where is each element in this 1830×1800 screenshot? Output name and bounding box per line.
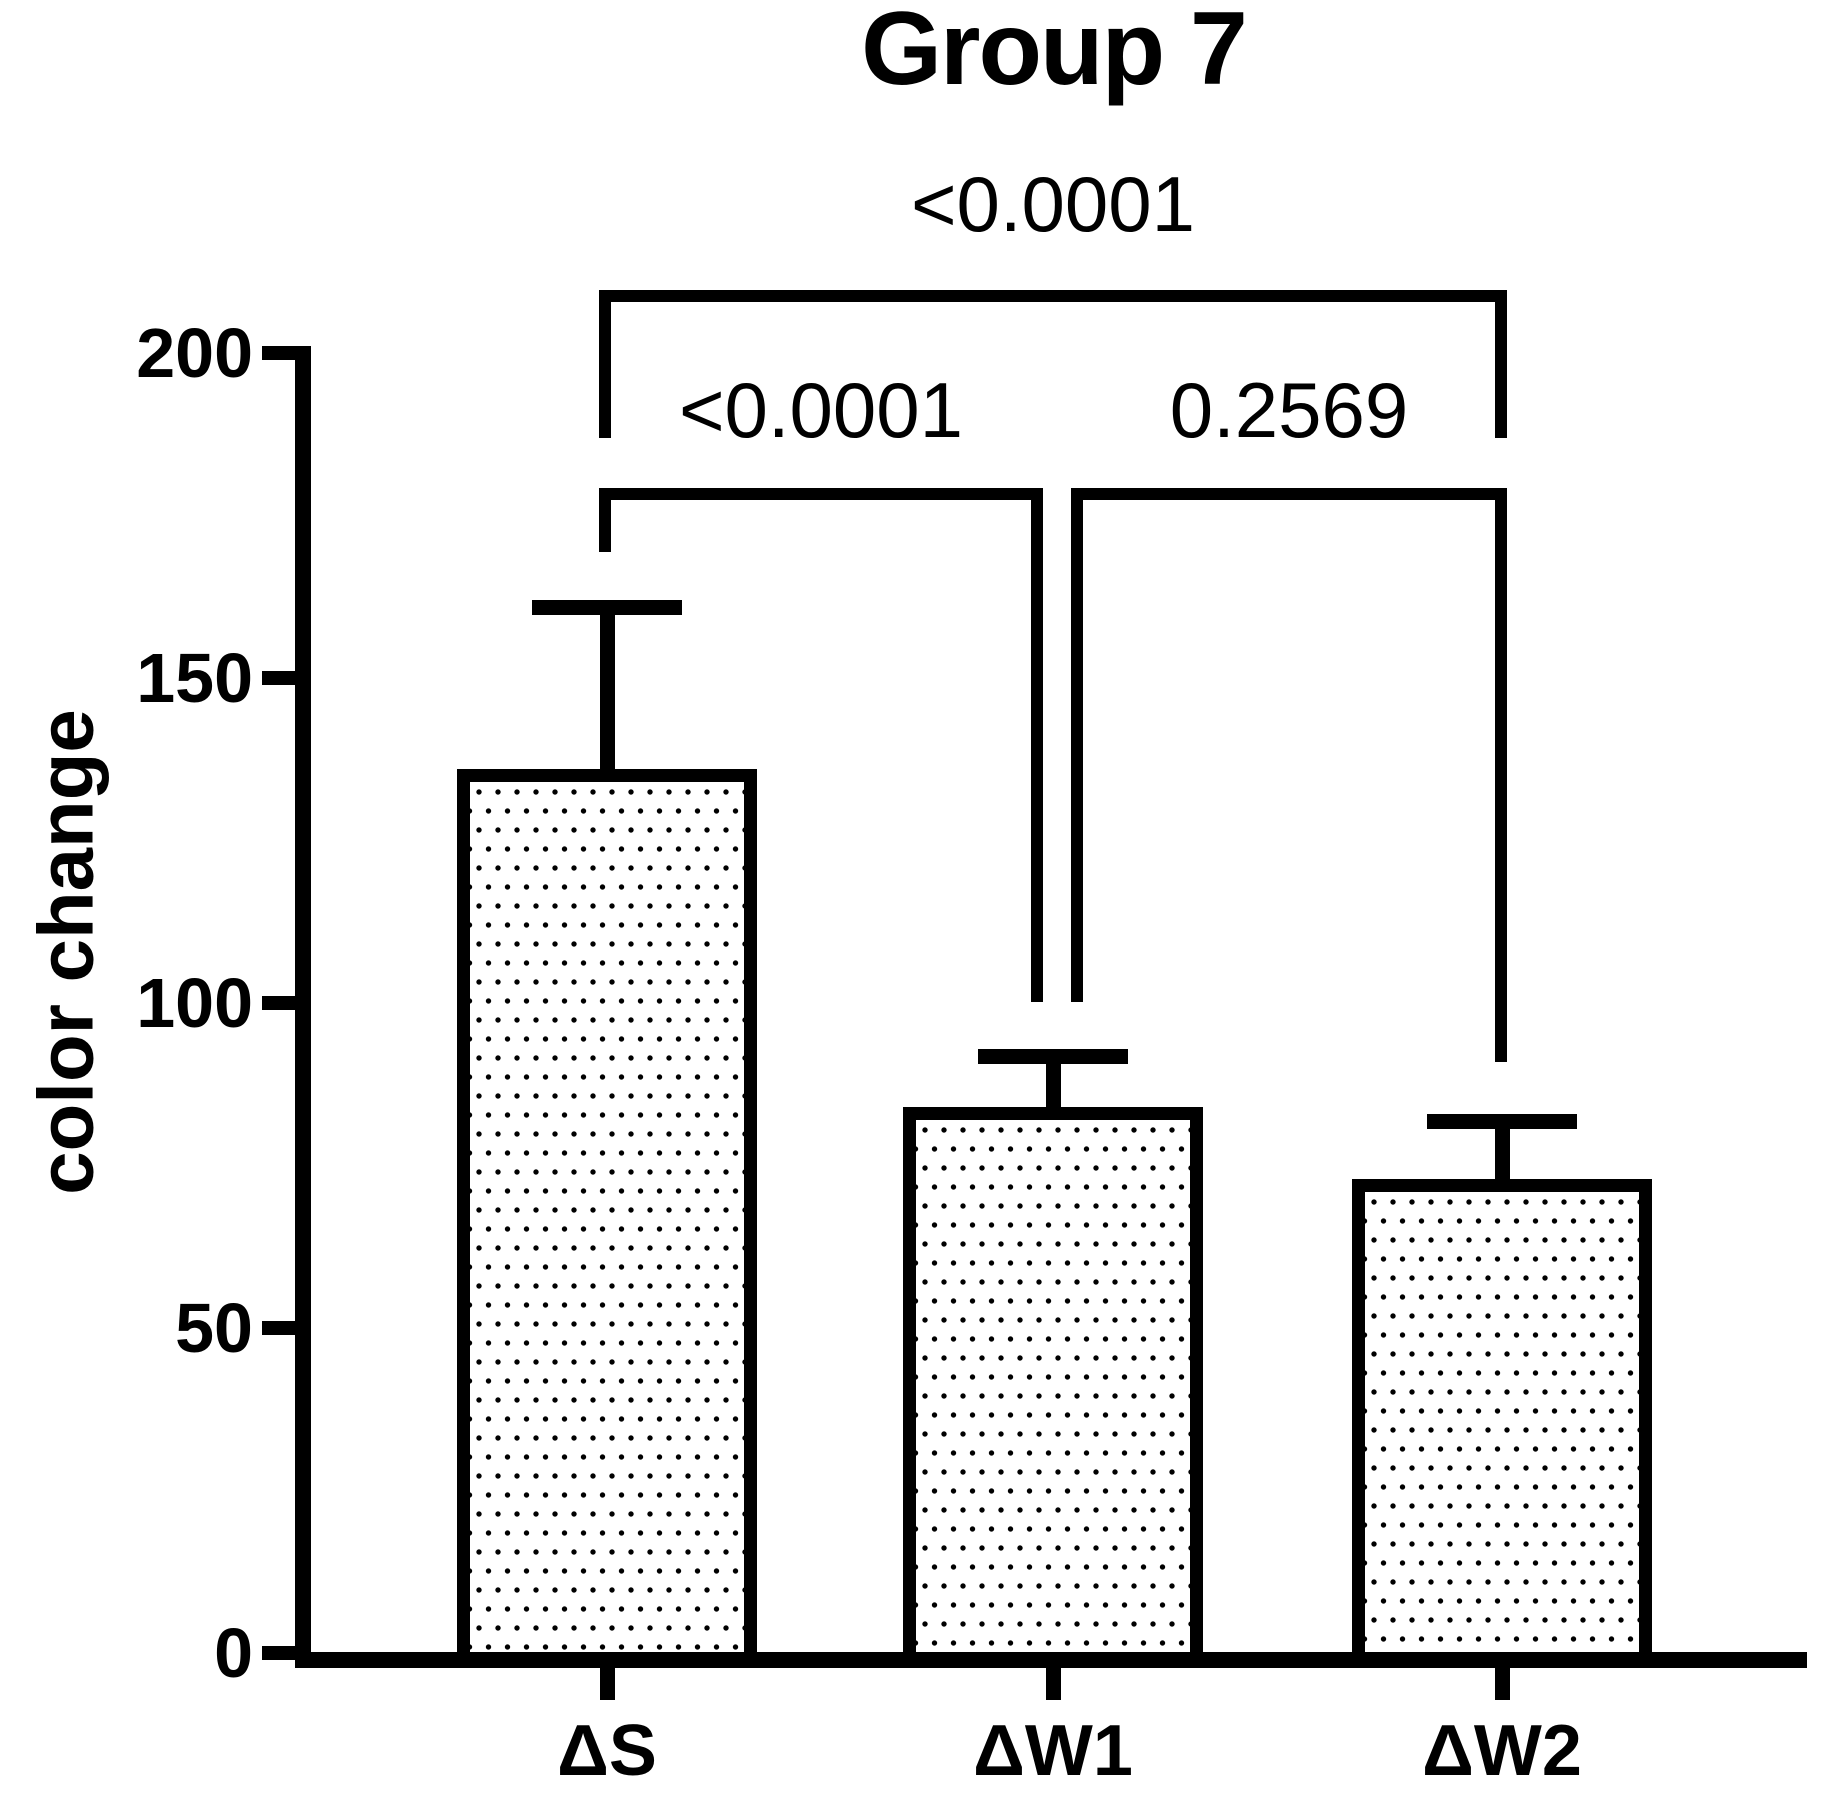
p-value-label-top: <0.0001 [910, 160, 1196, 248]
sig-bracket-top-hline [599, 290, 1507, 302]
y-tick-mark [262, 671, 296, 685]
p-value-label-right: 0.2569 [1169, 366, 1409, 454]
x-category-label-delta-w2: ΔW2 [1422, 1711, 1582, 1791]
y-tick-label-200: 200 [136, 314, 253, 392]
sig-bracket-right-hline [1071, 488, 1507, 500]
y-tick-mark [262, 1321, 296, 1335]
sig-bracket-right-right-leg [1495, 488, 1507, 1062]
error-bar-stem-delta-w1 [1045, 1052, 1061, 1113]
sig-bracket-left-hline [599, 488, 1043, 500]
y-axis-line [295, 346, 311, 1668]
error-bar-cap-delta-s [532, 600, 682, 615]
chart-title: Group 7 [861, 0, 1248, 107]
sig-bracket-top-right-leg [1495, 290, 1507, 438]
p-value-label-left: <0.0001 [678, 366, 964, 454]
sig-bracket-left-left-leg [599, 488, 611, 552]
sig-bracket-left-right-leg [1031, 488, 1043, 1002]
error-bar-cap-delta-w2 [1427, 1113, 1577, 1129]
y-tick-mark [262, 346, 296, 360]
sig-bracket-right-left-leg [1071, 488, 1083, 1002]
y-tick-label-150: 150 [136, 639, 253, 717]
y-tick-mark [262, 996, 296, 1010]
error-bar-cap-delta-w1 [978, 1048, 1128, 1064]
x-category-label-delta-s: ΔS [557, 1711, 657, 1791]
y-tick-label-50: 50 [175, 1289, 253, 1367]
bar-delta-w1 [903, 1107, 1203, 1661]
x-tick-mark [600, 1668, 615, 1700]
error-bar-stem-delta-s [599, 604, 615, 775]
x-category-label-delta-w1: ΔW1 [973, 1711, 1133, 1791]
y-axis-title: color change [21, 709, 110, 1195]
y-tick-label-100: 100 [136, 964, 253, 1042]
y-tick-label-0: 0 [214, 1614, 253, 1692]
sig-bracket-top-left-leg [599, 290, 611, 438]
x-axis-line [295, 1652, 1807, 1668]
x-tick-mark [1495, 1668, 1510, 1700]
bar-delta-w2 [1352, 1178, 1652, 1661]
bar-delta-s [457, 769, 757, 1661]
x-tick-mark [1046, 1668, 1061, 1700]
y-tick-mark [262, 1646, 296, 1660]
error-bar-stem-delta-w2 [1494, 1117, 1510, 1185]
